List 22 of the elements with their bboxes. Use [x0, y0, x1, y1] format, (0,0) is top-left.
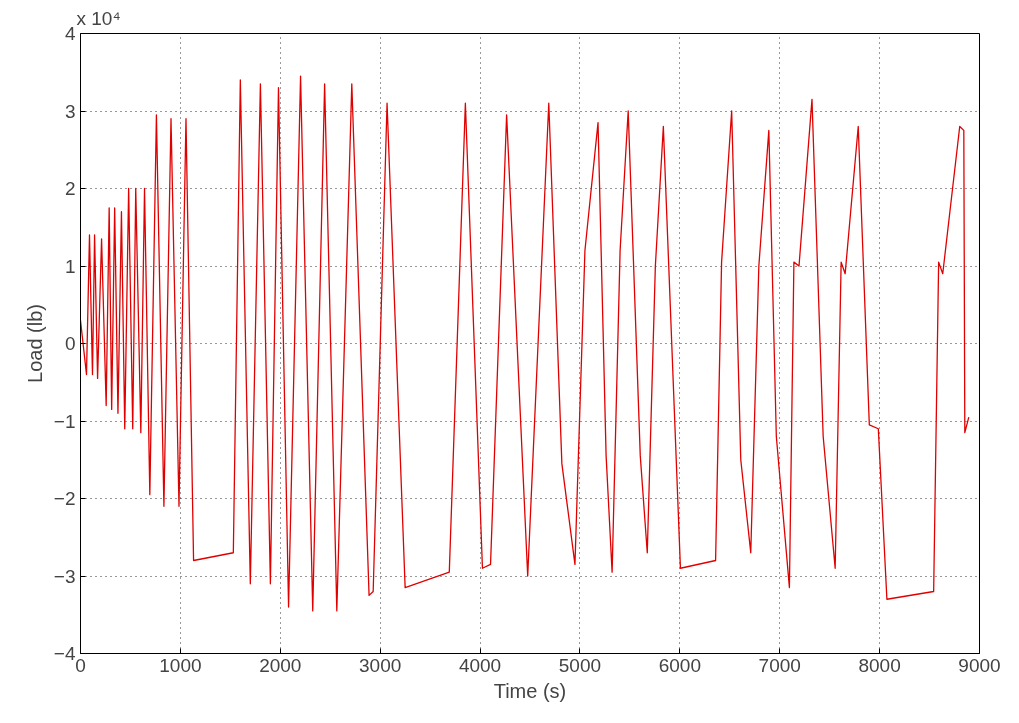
y-axis-title: Load (lb)	[23, 304, 46, 383]
x-tick-label: 2000	[259, 654, 302, 676]
x-tick-label: 4000	[458, 654, 502, 676]
text: x 10⁴	[76, 7, 121, 29]
y-tick-label: 4	[64, 23, 76, 44]
line-series	[80, 75, 970, 612]
x-tick-label: 1000	[159, 654, 202, 676]
x-tick-label: 9000	[958, 654, 1001, 676]
x-tick-label: 3000	[359, 654, 402, 676]
x-tick-label: 7000	[758, 654, 801, 676]
y-tick-label: −4	[53, 643, 76, 664]
y-tick-label: −1	[53, 410, 76, 432]
x-tick-label: 8000	[858, 654, 901, 676]
y-tick-label: −3	[53, 565, 76, 587]
y-tick-label: 1	[64, 255, 76, 277]
x-tick-label: 6000	[658, 654, 701, 676]
x-tick-label: 5000	[558, 654, 602, 676]
y-tick-label: 2	[64, 178, 76, 199]
y-tick-label: 0	[64, 333, 76, 354]
y-tick-label: 3	[64, 100, 76, 122]
x-axis-title: Time (s)	[493, 679, 567, 702]
y-tick-label: −2	[53, 488, 76, 509]
